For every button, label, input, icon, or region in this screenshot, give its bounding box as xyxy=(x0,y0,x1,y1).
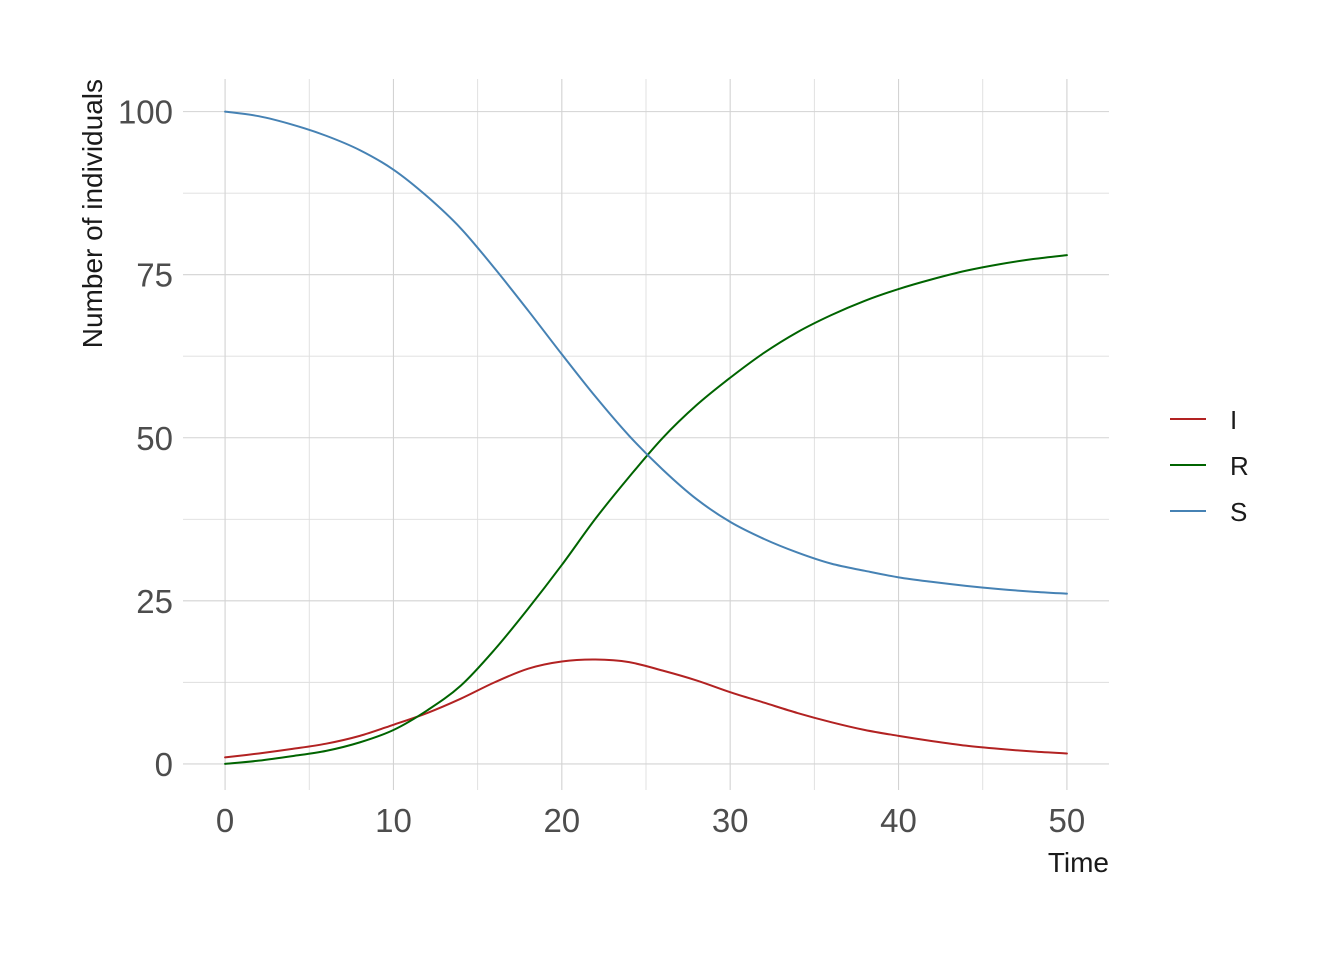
y-tick-label: 0 xyxy=(155,746,173,783)
x-tick-label: 0 xyxy=(216,802,234,839)
legend-item-s: S xyxy=(1170,497,1247,527)
major-gridlines xyxy=(183,79,1109,790)
legend-item-r: R xyxy=(1170,451,1249,481)
x-tick-label: 50 xyxy=(1049,802,1086,839)
series-lines xyxy=(224,110,1068,765)
y-tick-label: 100 xyxy=(118,94,173,131)
series-line-i xyxy=(224,658,1068,759)
x-axis-ticks: 0 10 20 30 40 50 xyxy=(216,802,1085,839)
x-axis-title: Time xyxy=(1048,847,1109,878)
x-tick-label: 30 xyxy=(712,802,749,839)
y-tick-label: 50 xyxy=(136,420,173,457)
x-tick-label: 40 xyxy=(880,802,917,839)
y-axis-ticks: 0 25 50 75 100 xyxy=(118,94,173,783)
y-tick-label: 25 xyxy=(136,583,173,620)
series-line-r xyxy=(224,254,1068,765)
y-tick-label: 75 xyxy=(136,257,173,294)
minor-gridlines xyxy=(183,79,1109,790)
legend-label-r: R xyxy=(1230,451,1249,481)
y-axis-title: Number of individuals xyxy=(77,79,108,348)
legend-label-s: S xyxy=(1230,497,1247,527)
x-tick-label: 20 xyxy=(543,802,580,839)
series-line-s xyxy=(224,110,1068,595)
legend-item-i: I xyxy=(1170,405,1237,435)
legend-label-i: I xyxy=(1230,405,1237,435)
x-tick-label: 10 xyxy=(375,802,412,839)
legend: IRS xyxy=(1170,405,1249,527)
